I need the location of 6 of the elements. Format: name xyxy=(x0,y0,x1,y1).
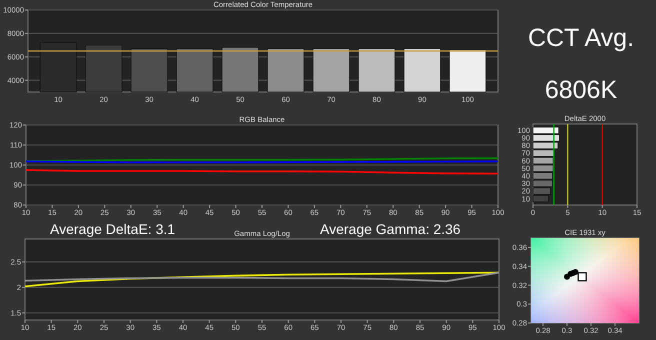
text: CCT Avg. xyxy=(528,24,634,52)
text: 6806K xyxy=(544,76,618,104)
text: Average Gamma: 2.36 xyxy=(320,221,461,237)
text: Average DeltaE: 3.1 xyxy=(50,221,176,237)
line-series xyxy=(24,272,500,288)
line-series xyxy=(24,272,500,282)
